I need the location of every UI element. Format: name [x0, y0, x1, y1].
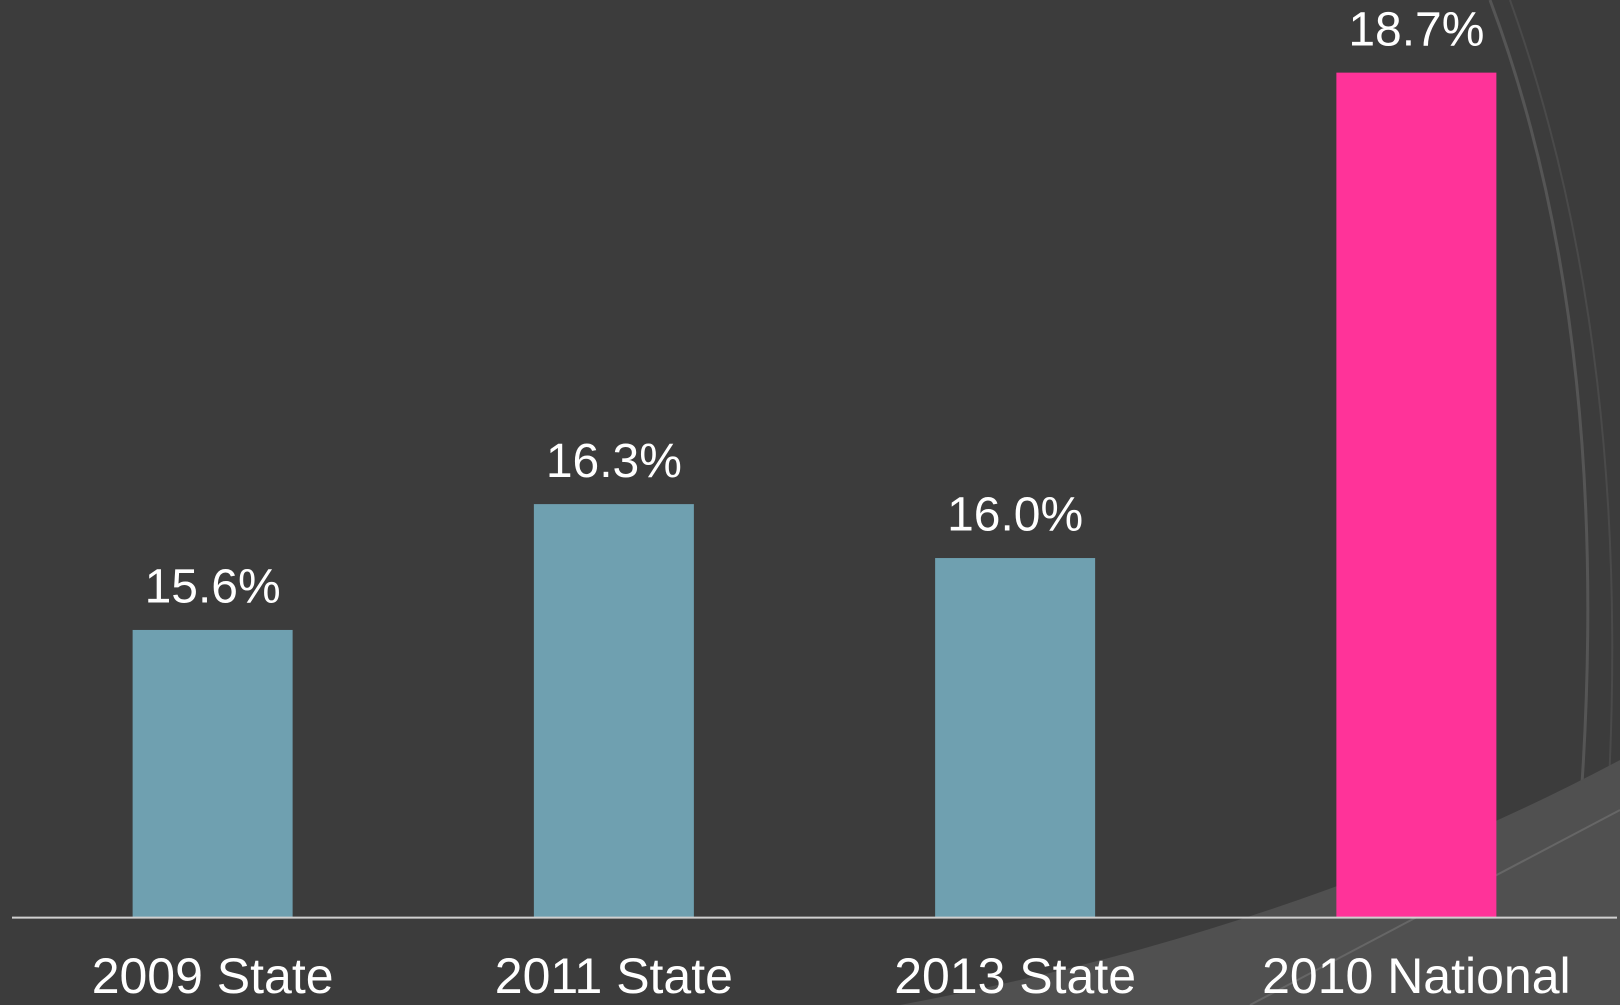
bar: [132, 629, 293, 918]
decor-swoosh: [900, 760, 1620, 1005]
x-tick-label: 2010 National: [1262, 948, 1571, 1004]
bar: [1336, 72, 1497, 918]
x-tick-label: 2011 State: [495, 948, 733, 1004]
bar: [935, 558, 1096, 918]
bar: [533, 504, 694, 918]
value-label: 16.0%: [947, 489, 1083, 542]
value-label: 16.3%: [546, 435, 682, 488]
value-label: 18.7%: [1348, 3, 1484, 56]
x-tick-label: 2009 State: [92, 948, 334, 1004]
x-tick-label: 2013 State: [894, 948, 1136, 1004]
value-label: 15.6%: [145, 561, 281, 614]
